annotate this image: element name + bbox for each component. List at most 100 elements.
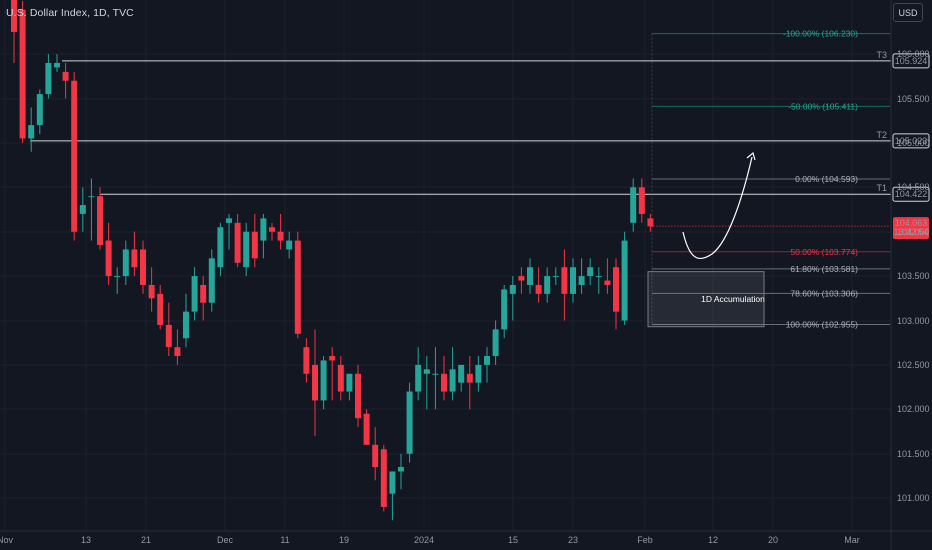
fib-level-label: 50.00% (103.774) [790, 247, 858, 257]
candle-body [105, 240, 112, 277]
level-price-badge [892, 133, 930, 149]
candle-body [355, 373, 361, 419]
candle-body [509, 284, 516, 294]
candle-body [466, 373, 473, 383]
candle-body [243, 231, 250, 268]
candle-body [320, 360, 327, 401]
candle-body [312, 364, 318, 401]
candle-body [54, 62, 60, 68]
candle-body [647, 218, 654, 227]
time-tick-label: Nov [0, 535, 13, 545]
fib-level-label: 100.00% (102.955) [786, 319, 858, 329]
candle-body [372, 444, 379, 468]
level-price-value: 105.023 [895, 136, 928, 146]
candle-body [552, 276, 559, 278]
fib-retracement: -100.00% (106.230) -50.00% (105.411) 0.00%… [651, 29, 890, 329]
fib-level-label: 61.80% (103.581) [790, 264, 858, 274]
candle-body [200, 284, 207, 303]
candle-body [286, 240, 293, 250]
candle-body [363, 413, 370, 445]
candle-body [380, 449, 387, 507]
candle-body [122, 249, 129, 277]
level-price-badge [892, 186, 930, 202]
fib-level-label: 0.00% (104.593) [795, 174, 858, 184]
last-price-value: 104.063 [895, 218, 928, 228]
candle-body [613, 267, 619, 312]
accumulation-box[interactable] [647, 271, 765, 328]
level-label-t2: T2 [876, 130, 887, 140]
candle-body [251, 231, 258, 259]
projection-arrow[interactable] [682, 156, 753, 260]
candle-body [28, 125, 35, 139]
time-tick-label: 21 [141, 535, 151, 545]
candle-body [140, 249, 146, 285]
price-axis: 106.000 105.500 105.000 104.500 104.000 103.5… [890, 0, 930, 550]
candle-body [114, 276, 121, 278]
candle-body [595, 276, 602, 278]
time-tick-label: 2024 [414, 535, 434, 545]
candle-body [570, 267, 576, 294]
candle-body [148, 284, 155, 299]
candle-body [406, 391, 413, 454]
price-tick-label: 102.500 [897, 360, 930, 370]
candle-body [36, 94, 43, 126]
candle-body [501, 289, 508, 330]
price-tick-label: 104.500 [897, 182, 930, 192]
candle-body [79, 205, 86, 214]
candle-body [621, 240, 628, 321]
candle-body [449, 369, 456, 392]
candle-body [165, 324, 172, 348]
candle-body [234, 222, 241, 263]
candle-body [441, 373, 447, 392]
price-tick-label: 106.000 [897, 49, 930, 59]
candle-body [97, 196, 103, 246]
candle-body [45, 62, 52, 95]
candle-body [398, 467, 404, 472]
time-axis: Nov 13 21 Dec 11 19 2024 15 23 Feb 12 20 Mar [0, 530, 932, 545]
candle-body [174, 347, 181, 357]
candle-body [226, 218, 232, 223]
price-tick-label: 103.500 [897, 271, 930, 281]
price-tick-label: 103.000 [897, 316, 930, 326]
candle-body [544, 276, 551, 294]
candle-body [303, 347, 310, 374]
candle-body [630, 187, 637, 223]
candle-body [604, 280, 611, 285]
candle-body [217, 227, 224, 268]
candle-body [208, 258, 215, 303]
candle-body [88, 196, 95, 198]
candle-body [62, 71, 69, 81]
last-price-badge [893, 217, 929, 240]
symbol-title: U.S. Dollar Index, 1D, TVC [6, 7, 134, 19]
candle-body [527, 267, 533, 285]
bar-countdown: 13:32:54 [893, 227, 928, 237]
time-tick-label: 11 [280, 535, 289, 545]
time-tick-label: 12 [708, 535, 718, 545]
projection-arrow-head [746, 151, 756, 161]
time-tick-label: Mar [844, 535, 860, 545]
candle-body [131, 249, 138, 268]
candle-body [458, 364, 465, 383]
fib-level-label: 78.60% (103.306) [790, 288, 858, 298]
fib-level-label: -100.00% (106.230) [783, 29, 858, 39]
candle-body [492, 329, 499, 357]
candle-body [183, 311, 189, 339]
time-tick-label: 19 [339, 535, 349, 545]
price-tick-label: 104.000 [897, 227, 930, 237]
level-price-value: 104.422 [895, 189, 928, 199]
candle-body [294, 240, 301, 334]
price-tick-label: 105.000 [897, 138, 930, 148]
level-label-t3: T3 [876, 50, 887, 60]
price-tick-label: 101.000 [897, 493, 930, 503]
time-tick-label: 13 [81, 535, 91, 545]
candle-body [71, 80, 78, 232]
candle-body [389, 471, 396, 494]
candle-body [432, 373, 439, 375]
candle-body [535, 284, 542, 294]
currency-button[interactable]: USD [893, 3, 923, 22]
candle-body [561, 267, 568, 294]
level-price-value: 105.924 [895, 56, 928, 66]
candle-body [260, 218, 267, 241]
